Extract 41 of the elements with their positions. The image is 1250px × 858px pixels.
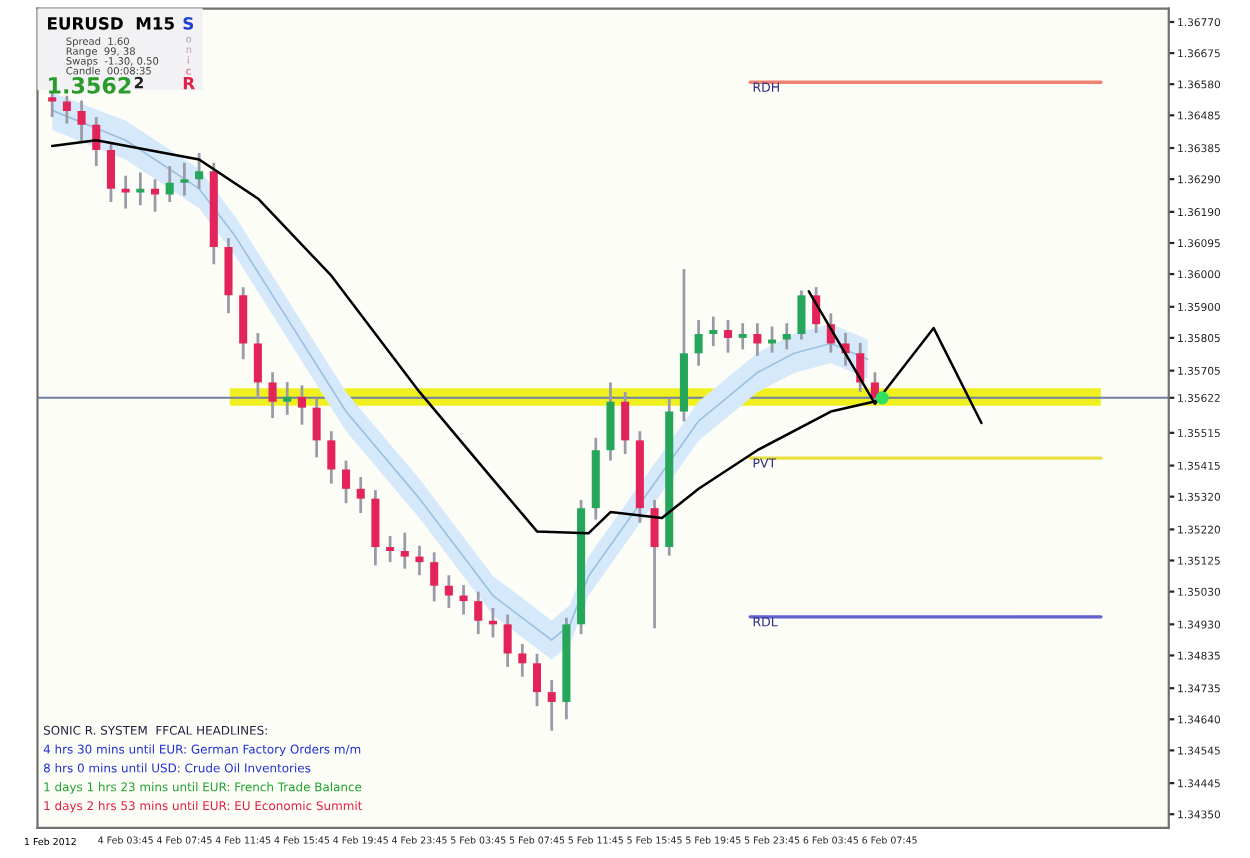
candlestick [503,613,512,669]
candlestick [121,174,130,210]
candlestick [753,321,762,358]
candlestick [150,177,160,214]
candlestick [415,544,424,577]
candlestick [283,380,292,417]
candlestick [518,642,527,679]
candlestick [547,678,556,733]
annotation: S [183,17,194,30]
candlestick [709,315,718,348]
candlestick [180,161,189,197]
candlestick [694,318,703,368]
candlestick [474,590,483,636]
candlestick [62,94,71,125]
annotation: R [183,77,195,90]
annotation: EURUSD M15 [48,17,174,30]
candlestick [650,498,659,630]
candlestick [106,141,115,204]
candlestick [341,459,351,505]
candlestick [386,534,395,564]
candlestick [297,383,306,427]
candlestick [136,171,145,207]
candlestick [253,331,262,400]
candlestick [195,151,204,191]
candlestick [77,99,86,145]
candlestick [621,390,630,456]
annotation: 1.3562 [49,76,131,94]
candlestick [532,652,542,708]
candlestick [165,164,174,204]
candlestick [312,397,321,459]
candlestick [797,289,806,341]
candlestick [738,321,747,351]
candlestick [723,318,733,355]
candlestick [400,531,409,571]
candlestick [356,475,365,515]
candlestick [444,573,453,610]
candlestick [430,550,439,603]
candlestick [782,321,791,351]
candlestick [327,429,336,485]
candlestick [268,370,277,420]
candlestick [48,90,57,119]
